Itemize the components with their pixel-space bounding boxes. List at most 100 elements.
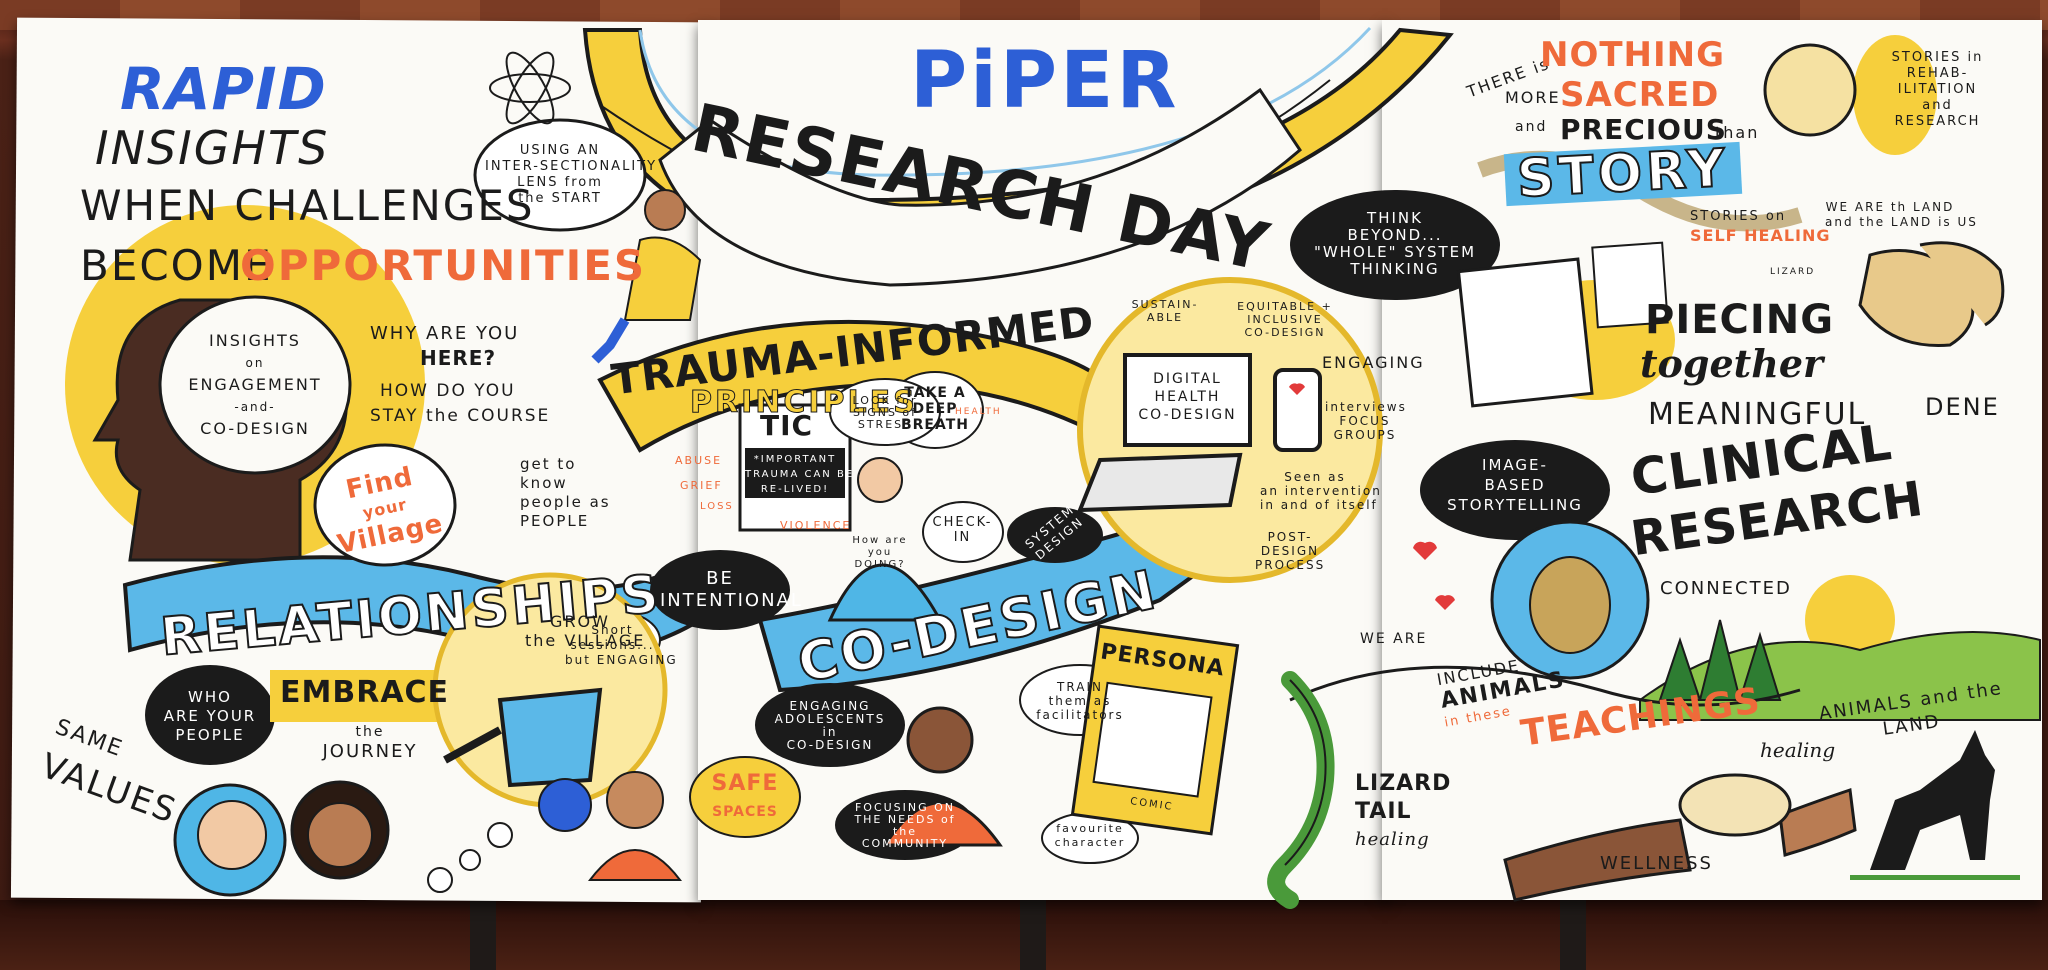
connected-text: CONNECTED	[1660, 578, 1792, 599]
photo-frame	[1456, 257, 1594, 408]
wellness-text: WELLNESS	[1600, 853, 1713, 874]
favourite-character-text: favourite character	[1054, 822, 1126, 849]
healing-text: healing	[1760, 738, 1836, 762]
atom-icon	[489, 51, 571, 125]
lizard-tail-text: LIZARD TAIL healing	[1355, 771, 1452, 850]
train-facilitators-text: TRAIN them as facilitators	[1036, 680, 1124, 722]
nothing-text: NOTHING	[1540, 35, 1726, 75]
sustainable-text: SUSTAIN- ABLE	[1131, 298, 1199, 324]
opportunities-text: OPPORTUNITIES	[240, 241, 647, 290]
why-are-you-text: WHY ARE YOU	[370, 323, 520, 344]
story-text: STORY	[1503, 137, 1743, 211]
stories-rehab-text: STORIES in REHAB- ILITATION and RESEARCH	[1891, 50, 1984, 129]
person-child	[538, 778, 592, 832]
laptop-screen	[1123, 353, 1252, 447]
phone	[1273, 368, 1322, 452]
topic-abuse: ABUSE	[675, 454, 723, 467]
watering-can-spout	[443, 726, 502, 764]
engaging-adolescents-text: ENGAGING ADOLESCENTS in CO-DESIGN	[774, 699, 886, 752]
how-are-you-text: How are you DOING?	[852, 535, 908, 570]
when-challenges-text: WHEN CHALLENGES	[80, 181, 535, 230]
watering-can	[497, 687, 603, 788]
hand-left	[1503, 818, 1692, 902]
interviews-text: interviews FOCUS GROUPS	[1325, 400, 1407, 442]
check-in-text: CHECK- IN	[932, 515, 993, 545]
stories-rehab-halo	[1853, 35, 1937, 155]
brand-title: PiPER	[910, 36, 1180, 126]
title-arc-inner-line	[638, 26, 1372, 177]
lizard-small-label: LIZARD	[1770, 267, 1816, 277]
we-are-text: WE ARE	[1360, 631, 1428, 647]
here-text: HERE?	[420, 346, 497, 370]
hand-drum	[1763, 43, 1857, 137]
principles-text: PRINCIPLES	[690, 385, 918, 420]
rapid-heading: RAPID	[120, 55, 327, 123]
topic-loss: LOSS	[700, 501, 734, 512]
intersectionality-bubble	[473, 118, 647, 232]
system-design-bubble	[1007, 507, 1103, 563]
deep-breath-text: TAKE A DEEP BREATH	[900, 385, 970, 433]
be-intentional-text: BE INTENTIONAL	[660, 568, 803, 611]
person-man-glasses	[906, 706, 974, 774]
head-insights-text: INSIGHTS on ENGAGEMENT -and- CO-DESIGN	[188, 331, 322, 438]
embrace-text: EMBRACE	[280, 675, 450, 710]
heart-icon	[1289, 383, 1305, 395]
image-based-bubble	[1420, 440, 1610, 540]
how-do-you-text: HOW DO YOU	[380, 381, 516, 401]
short-sessions-label: Short sessions... but ENGAGING	[565, 623, 678, 667]
heart-icon	[1413, 541, 1437, 560]
stay-course-text: STAY the COURSE	[370, 406, 551, 426]
title-banner-shape	[658, 87, 1302, 287]
look-for-stress-text: LOOK for SIGNS of STRESS	[852, 394, 918, 431]
think-beyond-bubble	[1290, 190, 1500, 300]
person-teen	[606, 771, 664, 829]
piecing-text: PIECING	[1645, 297, 1835, 343]
turtle-icon	[1529, 556, 1611, 654]
stories-on-text: STORIES on	[1690, 209, 1787, 224]
find-village-bubble	[313, 443, 457, 567]
topic-grief: GRIEF	[680, 479, 723, 492]
stress-bubble	[829, 378, 941, 446]
tic-note-box	[745, 448, 845, 498]
topic-violence: VIOLENCE	[780, 519, 852, 532]
safe-spaces-tag	[689, 756, 801, 838]
insights-heading: INSIGHTS	[95, 121, 330, 175]
dene-text: DENE	[1925, 393, 2000, 421]
self-healing-text: SELF HEALING	[1690, 226, 1831, 245]
lizard	[1267, 671, 1335, 909]
equitable-text: EQUITABLE + INCLUSIVE CO-DESIGN	[1237, 300, 1333, 339]
tic-note-text: *IMPORTANT TRAUMA CAN BE RE-LIVED!	[745, 454, 855, 495]
heart-icon	[1435, 595, 1455, 610]
than-text: than	[1715, 123, 1760, 142]
engaging-text: ENGAGING	[1322, 353, 1425, 372]
focusing-needs-text: FOCUSING ON THE NEEDS of the COMMUNITY	[854, 801, 956, 850]
and-text: and	[1515, 119, 1548, 135]
hand-right	[1778, 787, 1857, 857]
moccasin	[1919, 241, 2005, 327]
seen-as-intervention-text: Seen as an intervention in and of itself	[1260, 470, 1382, 512]
person-sitting	[644, 189, 686, 231]
persona-panel	[1092, 681, 1213, 798]
we-are-the-land-text: WE ARE th LAND and the LAND is US	[1825, 200, 1978, 229]
be-intentional-bubble	[650, 550, 790, 630]
together-text: together	[1640, 341, 1824, 386]
digital-health-text: DIGITAL HEALTH CO-DESIGN	[1138, 371, 1237, 423]
sun	[1805, 575, 1895, 665]
sacred-text: SACRED	[1560, 75, 1720, 115]
image-based-text: IMAGE- BASED STORYTELLING	[1447, 456, 1583, 514]
who-are-your-people-text: WHO ARE YOUR PEOPLE	[163, 688, 257, 744]
bowl	[1678, 773, 1792, 837]
who-are-your-people-bubble	[145, 665, 275, 765]
post-design-text: POST- DESIGN PROCESS	[1255, 530, 1326, 572]
the-journey-text: the JOURNEY	[322, 724, 418, 762]
precious-text: PRECIOUS	[1560, 113, 1727, 146]
topic-health: HEALTH	[955, 407, 1002, 417]
meaningful-text: MEANINGFUL	[1648, 397, 1867, 432]
more-text: MORE	[1505, 88, 1561, 107]
person-caregiver	[857, 457, 903, 503]
intersectionality-text: USING AN INTER-SECTIONALITY LENS from the S…	[485, 143, 658, 206]
safe-spaces-text: SAFE SPACES	[711, 771, 779, 820]
photo-frame-small	[1591, 241, 1669, 329]
